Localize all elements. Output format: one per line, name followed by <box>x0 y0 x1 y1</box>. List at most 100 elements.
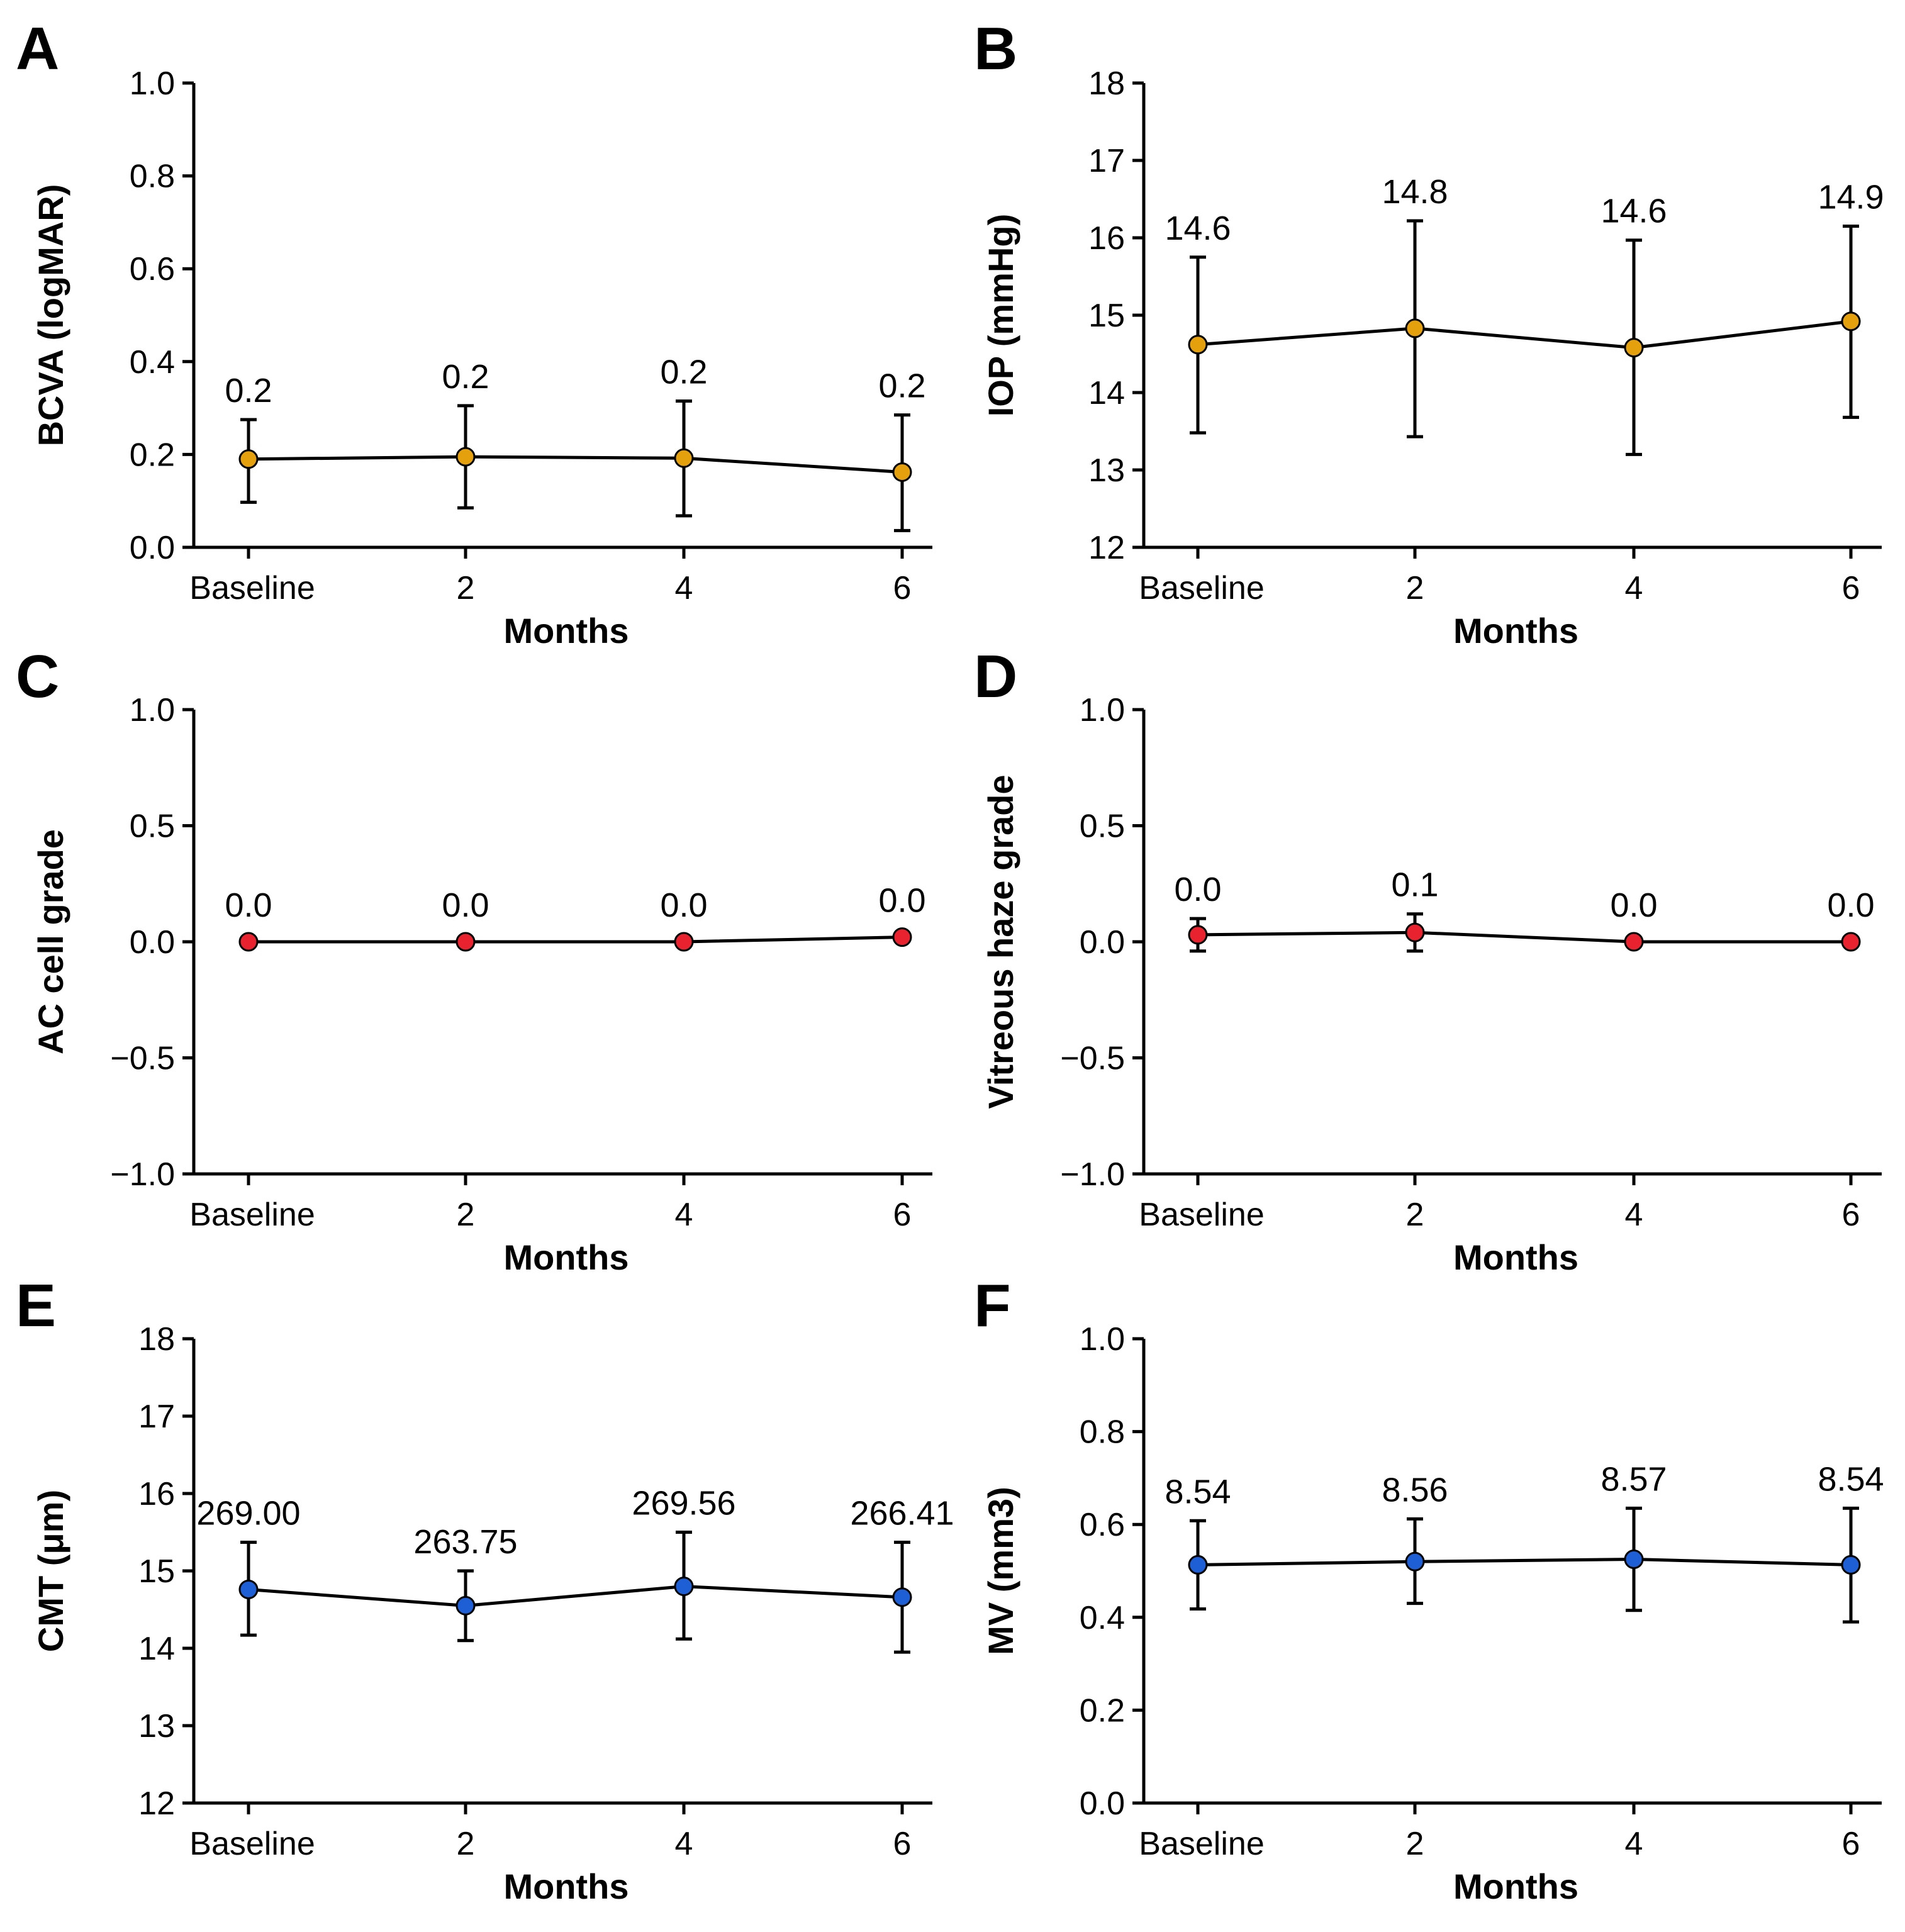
panel-e: E 12 13 14 15 16 17 18 Baseline 2 4 6 Months CMT (μm)… <box>16 1272 954 1906</box>
data-label: 0.0 <box>442 886 489 924</box>
y-tick-label: 0.0 <box>130 924 175 961</box>
series-line <box>1197 1558 1852 1566</box>
data-label: 8.54 <box>1165 1473 1231 1510</box>
data-label: 14.6 <box>1601 193 1667 230</box>
x-axis-title: Months <box>1453 1237 1578 1277</box>
y-tick-label: −1.0 <box>1060 1156 1125 1193</box>
y-tick-label: 0.6 <box>1080 1507 1125 1543</box>
series-line <box>249 935 903 944</box>
y-tick-label: 0.4 <box>130 344 175 381</box>
data-point <box>1841 311 1861 332</box>
y-tick-label: 0.0 <box>1080 1785 1125 1822</box>
data-label: 0.0 <box>1174 871 1221 908</box>
y-tick-label: −0.5 <box>1060 1041 1125 1077</box>
y-tick-label: 18 <box>1088 65 1125 102</box>
y-axis-title: CMT (μm) <box>31 1490 70 1652</box>
y-axis-title: MV (mm3) <box>981 1487 1020 1655</box>
y-tick-label: 12 <box>138 1785 175 1822</box>
y-tick-label: 17 <box>1088 143 1125 179</box>
y-tick-label: 14 <box>1088 375 1125 411</box>
data-point <box>238 932 259 952</box>
data-point <box>1405 1551 1425 1572</box>
y-tick-label: 17 <box>138 1399 175 1435</box>
x-tick-label: 6 <box>893 570 912 606</box>
data-label: 0.2 <box>878 367 925 405</box>
x-tick-label: Baseline <box>189 1197 315 1233</box>
x-tick-label: 2 <box>1406 570 1424 606</box>
y-tick-label: 15 <box>1088 298 1125 334</box>
data-label: 14.8 <box>1382 173 1448 211</box>
x-tick-label: 6 <box>1842 1197 1860 1233</box>
y-tick-label: 16 <box>138 1476 175 1512</box>
x-tick-label: 6 <box>1842 1826 1860 1862</box>
y-tick-label: 0.0 <box>130 530 175 566</box>
panel-f: F 0.0 0.2 0.4 0.6 0.8 1.0 Baseline 2 4 6 Months MV (… <box>974 1272 1884 1906</box>
data-label: 263.75 <box>413 1523 517 1561</box>
y-tick-label: 0.2 <box>130 437 175 473</box>
y-tick-label: 1.0 <box>130 65 175 102</box>
y-tick-label: −1.0 <box>110 1156 175 1193</box>
y-tick-label: 0.4 <box>1080 1600 1125 1636</box>
x-tick-label: 2 <box>457 1826 475 1862</box>
x-tick-label: 4 <box>675 1826 693 1862</box>
x-axis-title: Months <box>503 1867 628 1906</box>
data-label: 0.2 <box>225 372 272 410</box>
data-point <box>1624 1550 1644 1570</box>
data-point <box>674 932 694 952</box>
panel-letter: E <box>16 1272 56 1339</box>
data-label: 14.9 <box>1818 179 1884 216</box>
data-point <box>238 1580 259 1600</box>
data-label: 269.56 <box>632 1485 735 1522</box>
series-line <box>248 1585 903 1607</box>
y-tick-label: 0.0 <box>1080 924 1125 961</box>
x-axis-title: Months <box>1453 1867 1578 1906</box>
x-tick-label: 4 <box>1625 1197 1643 1233</box>
x-tick-label: Baseline <box>1139 570 1264 606</box>
y-tick-label: 12 <box>1088 530 1125 566</box>
x-axis-title: Months <box>503 1237 628 1277</box>
y-tick-label: 1.0 <box>1080 1321 1125 1358</box>
series-line <box>248 455 903 474</box>
data-point <box>455 1595 476 1616</box>
data-label: 0.2 <box>660 354 707 391</box>
data-point <box>1188 925 1208 945</box>
y-tick-label: 18 <box>138 1321 175 1358</box>
y-tick-label: 0.6 <box>130 251 175 288</box>
data-label: 8.54 <box>1818 1460 1884 1498</box>
data-label: 8.57 <box>1601 1460 1667 1498</box>
x-tick-label: 2 <box>457 570 475 606</box>
data-label: 0.2 <box>442 358 489 396</box>
x-tick-label: 4 <box>1625 570 1643 606</box>
data-label: 0.0 <box>878 882 925 920</box>
series-line <box>1197 930 1851 944</box>
y-tick-label: 14 <box>138 1631 175 1667</box>
data-label: 269.00 <box>196 1494 300 1532</box>
y-tick-label: 1.0 <box>1080 692 1125 729</box>
x-tick-label: 6 <box>1842 570 1860 606</box>
data-label: 0.0 <box>1610 886 1657 924</box>
data-label: 0.0 <box>660 886 707 924</box>
data-point <box>892 927 912 947</box>
y-tick-label: 0.2 <box>1080 1692 1125 1729</box>
panel-letter: B <box>974 15 1017 82</box>
data-label: 0.0 <box>1827 886 1874 924</box>
data-label: 14.6 <box>1165 209 1231 247</box>
y-axis-title: AC cell grade <box>31 829 70 1054</box>
y-axis-title: Vitreous haze grade <box>981 774 1020 1108</box>
data-label: 8.56 <box>1382 1471 1448 1509</box>
data-label: 266.41 <box>850 1494 954 1532</box>
panel-a: A 0.0 0.2 0.4 0.6 0.8 1.0 Baseline 2 4 6 Months BCVA… <box>16 15 932 651</box>
y-tick-label: −0.5 <box>110 1041 175 1077</box>
y-tick-label: 1.0 <box>130 692 175 729</box>
x-tick-label: Baseline <box>1139 1826 1264 1862</box>
x-tick-label: Baseline <box>189 1826 315 1862</box>
data-point <box>1841 1555 1861 1575</box>
y-tick-label: 15 <box>138 1553 175 1590</box>
y-tick-label: 16 <box>1088 220 1125 257</box>
panel-d: D −1.0 −0.5 0.0 0.5 1.0 Baseline 2 4 6 Months Vitre… <box>974 643 1882 1277</box>
x-tick-label: 4 <box>1625 1826 1643 1862</box>
y-tick-label: 13 <box>1088 452 1125 489</box>
data-point <box>1624 338 1644 358</box>
x-tick-label: 6 <box>893 1197 912 1233</box>
